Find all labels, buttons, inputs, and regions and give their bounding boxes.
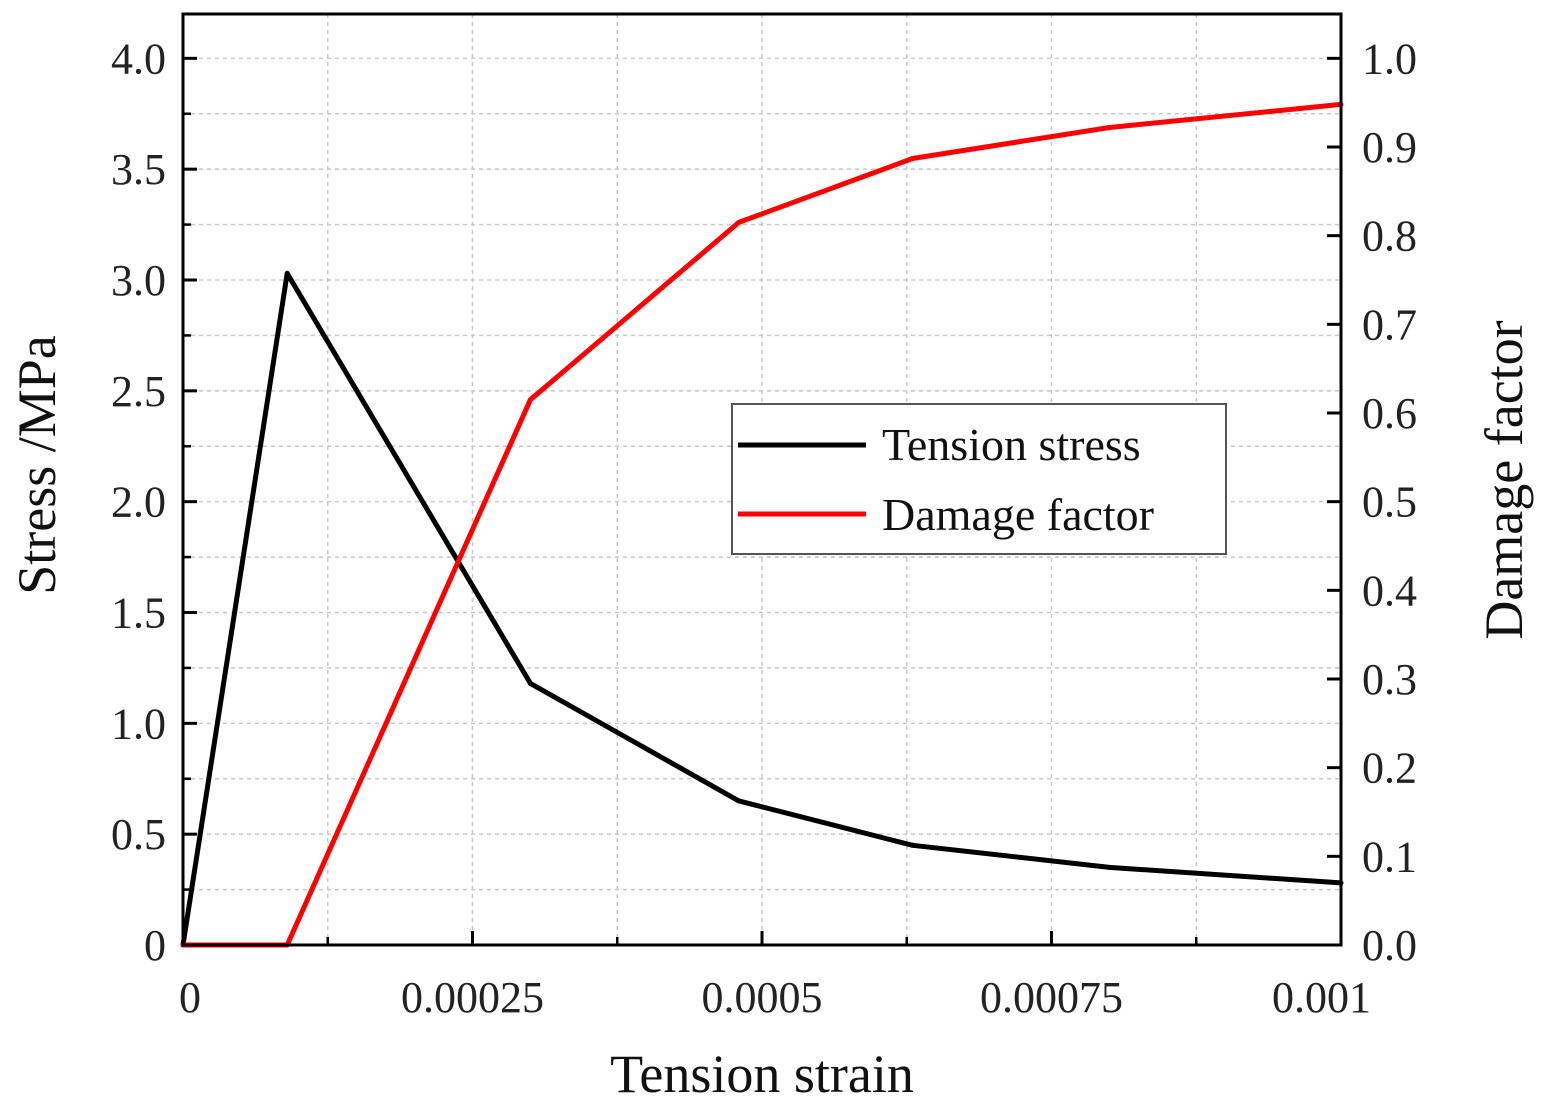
x-tick-label: 0.001 bbox=[1272, 973, 1371, 1022]
plot-frame bbox=[181, 12, 1343, 947]
y-left-tick-label: 0 bbox=[144, 921, 166, 970]
data-point-damage-factor bbox=[1106, 124, 1112, 130]
y-right-tick-label: 0.8 bbox=[1362, 212, 1417, 261]
y-right-tick-label: 0.3 bbox=[1362, 655, 1417, 704]
y-left-tick-label: 0.5 bbox=[111, 810, 166, 859]
y-right-tick-label: 0.7 bbox=[1362, 300, 1417, 349]
x-tick-label: 0.0005 bbox=[702, 973, 823, 1022]
x-tick-label: 0 bbox=[179, 973, 201, 1022]
data-point-damage-factor bbox=[736, 219, 742, 225]
y-left-tick-label: 2.5 bbox=[111, 367, 166, 416]
data-point-damage-factor bbox=[910, 156, 916, 162]
data-point-tension-stress bbox=[527, 680, 533, 686]
y-left-tick-label: 3.0 bbox=[111, 256, 166, 305]
label-layer: 0 0.00025 0.0005 0.00075 0.001 0 0.5 1.0 1.5 2.0 2… bbox=[111, 34, 1417, 1022]
y-right-tick-label: 0.1 bbox=[1362, 832, 1417, 881]
y-left-tick-label: 3.5 bbox=[111, 145, 166, 194]
data-point-damage-factor bbox=[527, 397, 533, 403]
y-right-tick-label: 1.0 bbox=[1362, 34, 1417, 83]
y-right-tick-label: 0.4 bbox=[1362, 566, 1417, 615]
y-left-tick-label: 1.5 bbox=[111, 589, 166, 638]
legend-label-damage-factor: Damage factor bbox=[882, 489, 1154, 540]
x-tick-label: 0.00075 bbox=[980, 973, 1123, 1022]
legend-box bbox=[731, 403, 1227, 555]
x-tick-label: 0.00025 bbox=[401, 973, 544, 1022]
y-right-tick-label: 0.9 bbox=[1362, 123, 1417, 172]
data-point-tension-stress bbox=[284, 270, 290, 276]
y-left-tick-label: 1.0 bbox=[111, 699, 166, 748]
legend: Tension stress Damage factor bbox=[731, 403, 1227, 555]
data-point-tension-stress bbox=[736, 798, 742, 804]
y-right-axis-title: Damage factor bbox=[1474, 320, 1534, 639]
legend-label-tension-stress: Tension stress bbox=[882, 419, 1141, 470]
y-left-tick-label: 2.0 bbox=[111, 478, 166, 527]
y-right-tick-label: 0.0 bbox=[1362, 921, 1417, 970]
y-right-tick-label: 0.5 bbox=[1362, 478, 1417, 527]
y-right-tick-label: 0.2 bbox=[1362, 744, 1417, 793]
x-axis-title: Tension strain bbox=[610, 1044, 914, 1104]
data-point-tension-stress bbox=[1106, 864, 1112, 870]
y-right-tick-label: 0.6 bbox=[1362, 389, 1417, 438]
y-left-tick-label: 4.0 bbox=[111, 34, 166, 83]
y-left-axis-title: Stress /MPa bbox=[7, 335, 67, 595]
data-point-tension-stress bbox=[910, 842, 916, 848]
